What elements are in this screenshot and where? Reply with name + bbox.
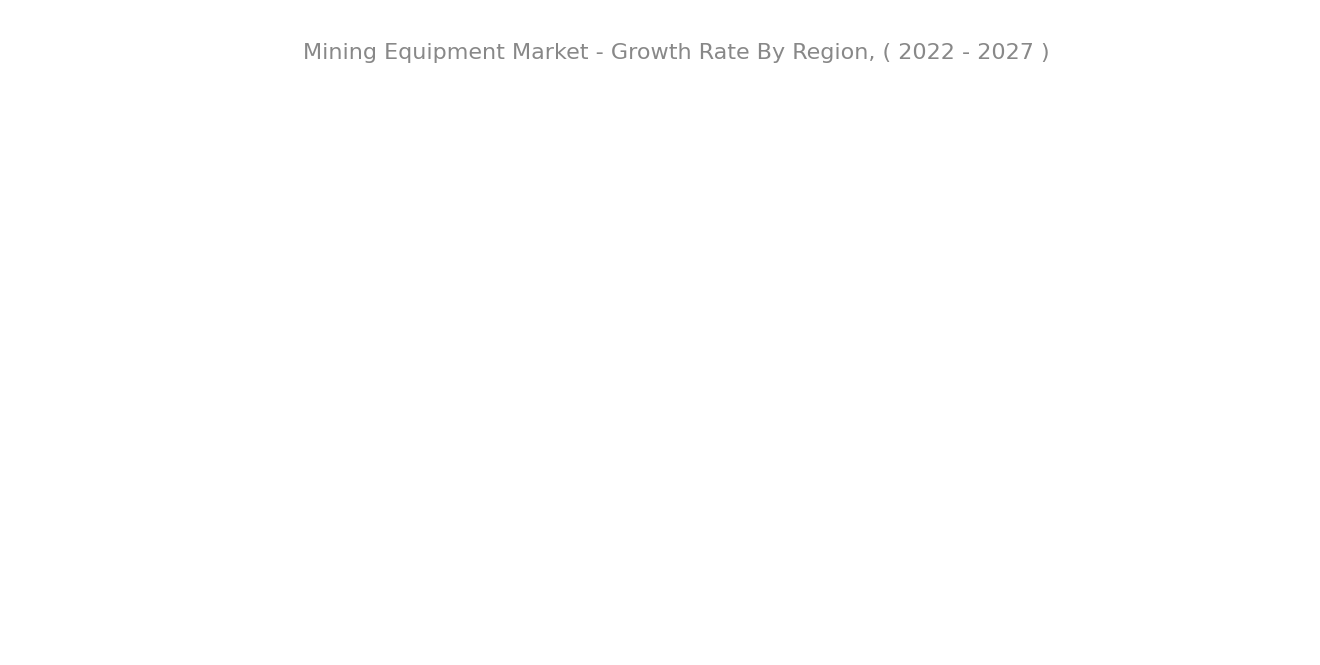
Title: Mining Equipment Market - Growth Rate By Region, ( 2022 - 2027 ): Mining Equipment Market - Growth Rate By…: [304, 43, 1049, 63]
